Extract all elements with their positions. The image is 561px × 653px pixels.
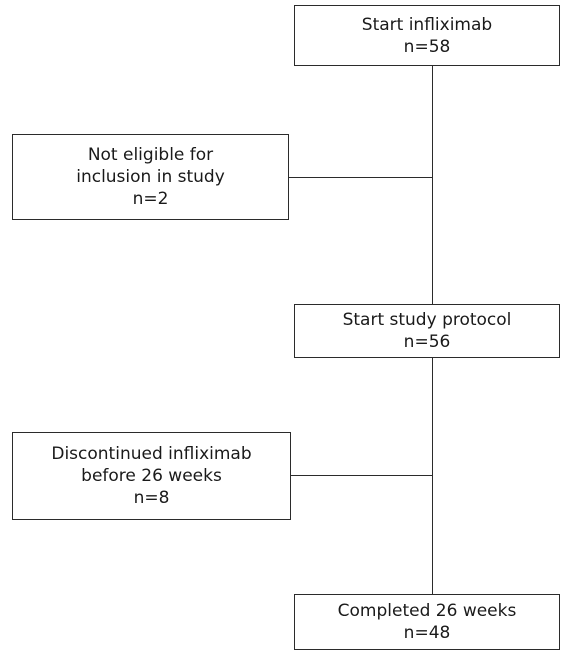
connector-protocol-to-completed <box>432 357 433 595</box>
connector-discontinued-branch <box>290 475 433 476</box>
box-completed-count: n=48 <box>403 623 451 643</box>
box-start-study-protocol: Start study protocol n=56 <box>294 304 560 358</box>
box-start-label: Start infliximab <box>361 14 493 35</box>
box-protocol-label: Start study protocol <box>342 310 512 330</box>
box-not-eligible-line1: Not eligible for <box>87 145 214 165</box>
connector-start-to-protocol <box>432 65 433 305</box>
box-completed-26-weeks: Completed 26 weeks n=48 <box>294 594 560 650</box>
box-discontinued: Discontinued infliximab before 26 weeks … <box>12 432 291 520</box>
box-discontinued-line1: Discontinued infliximab <box>51 444 252 464</box>
box-discontinued-count: n=8 <box>133 488 170 508</box>
box-start-count: n=58 <box>403 36 451 57</box>
box-protocol-count: n=56 <box>403 332 451 352</box>
connector-excluded-branch <box>288 177 433 178</box>
box-not-eligible-line2: inclusion in study <box>76 167 225 187</box>
box-completed-label: Completed 26 weeks <box>337 601 517 621</box>
box-start-infliximab: Start infliximab n=58 <box>294 5 560 66</box>
box-not-eligible: Not eligible for inclusion in study n=2 <box>12 134 289 220</box>
box-discontinued-line2: before 26 weeks <box>81 466 222 486</box>
box-not-eligible-count: n=2 <box>132 189 169 209</box>
